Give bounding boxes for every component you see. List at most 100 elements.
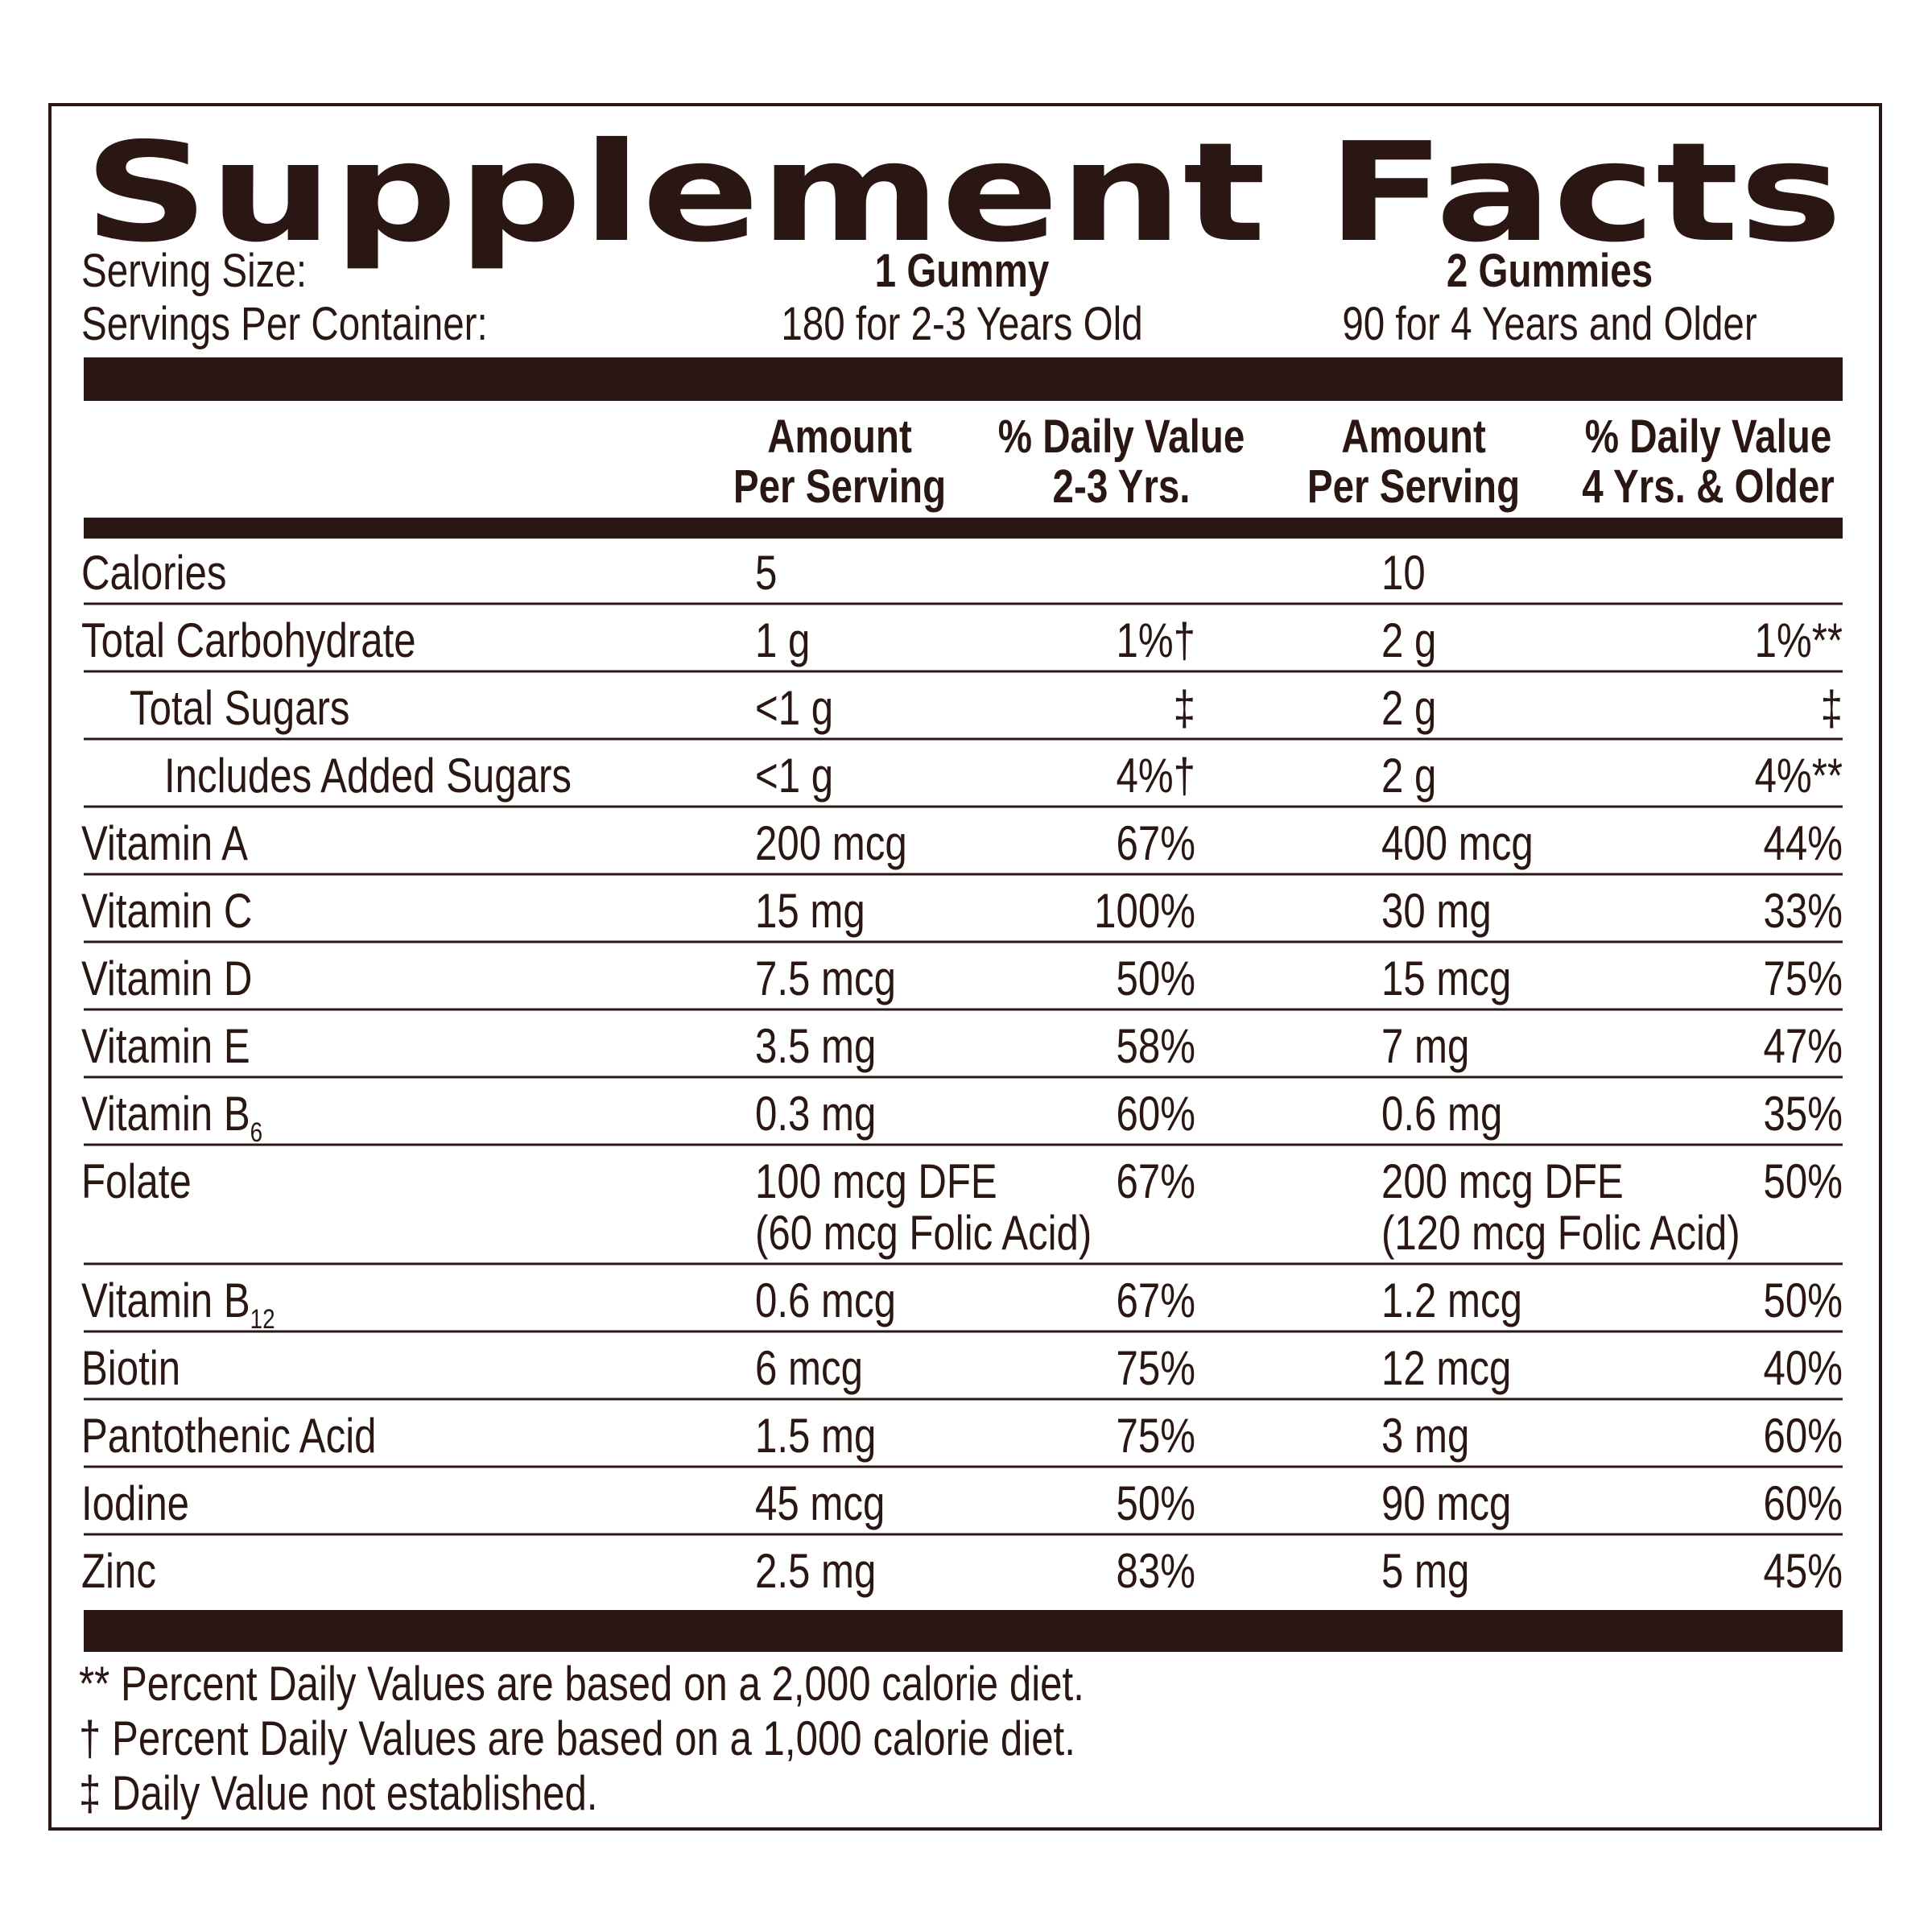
footnote: † Percent Daily Values are based on a 1,… [79,1711,1075,1765]
nutrient-name: Vitamin D [81,951,252,1005]
amount: <1 g [755,748,833,803]
subscript: 6 [250,1117,263,1147]
daily-value: 33% [1764,883,1843,938]
daily-value: 4%† [1117,748,1195,803]
daily-value: 1%† [1117,613,1195,667]
amount-note: (120 mcg Folic Acid) [1381,1205,1740,1260]
daily-value: 50% [1117,951,1195,1005]
amount: 200 mcg [755,815,907,870]
nutrient-name: Vitamin B6 [81,1086,262,1147]
amount: 2 g [1381,748,1436,803]
nutrient-name: Total Carbohydrate [81,613,416,667]
amount-note: (60 mcg Folic Acid) [755,1205,1092,1260]
amount: 5 [755,545,777,600]
amount: 1.2 mcg [1381,1273,1522,1327]
thick-bar [84,1610,1843,1652]
serving-size: 2 Gummies [1447,246,1653,298]
amount: 200 mcg DFE [1381,1154,1624,1208]
subscript: 12 [250,1303,275,1334]
nutrient-name: Pantothenic Acid [81,1408,376,1463]
footnote: ‡ Daily Value not established. [79,1765,597,1820]
nutrient-name: Biotin [81,1340,180,1395]
daily-value: 47% [1764,1018,1843,1073]
amount: 90 mcg [1381,1476,1511,1530]
nutrient-name: Vitamin C [81,883,252,938]
daily-value: 60% [1764,1408,1843,1463]
amount: 400 mcg [1381,815,1534,870]
column-header: Amount [767,411,912,464]
daily-value: 60% [1117,1086,1195,1141]
amount: 0.6 mg [1381,1086,1502,1141]
daily-value: 60% [1764,1476,1843,1530]
daily-value: 83% [1117,1543,1195,1598]
amount: 5 mg [1381,1543,1469,1598]
amount: 0.3 mg [755,1086,876,1141]
amount: 6 mcg [755,1340,863,1395]
amount: 10 [1381,545,1426,600]
amount: 2.5 mg [755,1543,876,1598]
amount: 2 g [1381,680,1436,735]
amount: 45 mcg [755,1476,885,1530]
daily-value: 75% [1117,1340,1195,1395]
daily-value: 50% [1764,1273,1843,1327]
amount: 0.6 mcg [755,1273,896,1327]
daily-value: ‡ [1174,680,1195,735]
title: Supplement Facts [84,114,1843,273]
daily-value: 1%** [1755,613,1843,667]
column-header: Amount [1341,411,1486,464]
amount: 30 mg [1381,883,1492,938]
daily-value: 45% [1764,1543,1843,1598]
column-header: Per Serving [1307,461,1520,514]
column-header: % Daily Value [1585,411,1832,464]
thick-bar [84,357,1843,401]
daily-value: 50% [1764,1154,1843,1208]
servings-per-container: 90 for 4 Years and Older [1342,299,1757,351]
column-header: 2-3 Yrs. [1053,461,1191,514]
amount: 7.5 mcg [755,951,896,1005]
nutrient-name: Zinc [81,1543,156,1598]
footnote: ** Percent Daily Values are based on a 2… [79,1656,1084,1711]
daily-value: 67% [1117,1273,1195,1327]
column-header: 4 Yrs. & Older [1582,461,1835,514]
daily-value: 40% [1764,1340,1843,1395]
daily-value: 58% [1117,1018,1195,1073]
nutrient-name: Vitamin A [81,815,248,870]
amount: 1.5 mg [755,1408,876,1463]
column-header: Per Serving [733,461,946,514]
nutrient-name: Calories [81,545,226,600]
nutrient-name: Vitamin E [81,1018,250,1073]
nutrient-name: Includes Added Sugars [164,748,572,803]
nutrient-name: Iodine [81,1476,189,1530]
column-header: % Daily Value [998,411,1245,464]
daily-value: 50% [1117,1476,1195,1530]
amount: 1 g [755,613,810,667]
daily-value: 67% [1117,1154,1195,1208]
daily-value: 35% [1764,1086,1843,1141]
amount: <1 g [755,680,833,735]
servings-per-container-label: Servings Per Container: [81,299,488,351]
amount: 3.5 mg [755,1018,876,1073]
thick-bar [84,518,1843,539]
amount: 15 mg [755,883,865,938]
amount: 3 mg [1381,1408,1469,1463]
amount: 12 mcg [1381,1340,1511,1395]
amount: 7 mg [1381,1018,1469,1073]
nutrient-name: Folate [81,1154,192,1208]
daily-value: 100% [1094,883,1195,938]
amount: 15 mcg [1381,951,1511,1005]
daily-value: ‡ [1821,680,1843,735]
nutrient-name: Total Sugars [130,680,349,735]
servings-per-container: 180 for 2-3 Years Old [781,299,1142,351]
daily-value: 75% [1117,1408,1195,1463]
serving-size: 1 Gummy [875,246,1050,298]
daily-value: 4%** [1755,748,1843,803]
label-border [48,103,1882,1831]
daily-value: 75% [1764,951,1843,1005]
amount: 100 mcg DFE [755,1154,997,1208]
serving-size-label: Serving Size: [81,246,307,298]
nutrient-name: Vitamin B12 [81,1273,275,1334]
daily-value: 67% [1117,815,1195,870]
amount: 2 g [1381,613,1436,667]
daily-value: 44% [1764,815,1843,870]
